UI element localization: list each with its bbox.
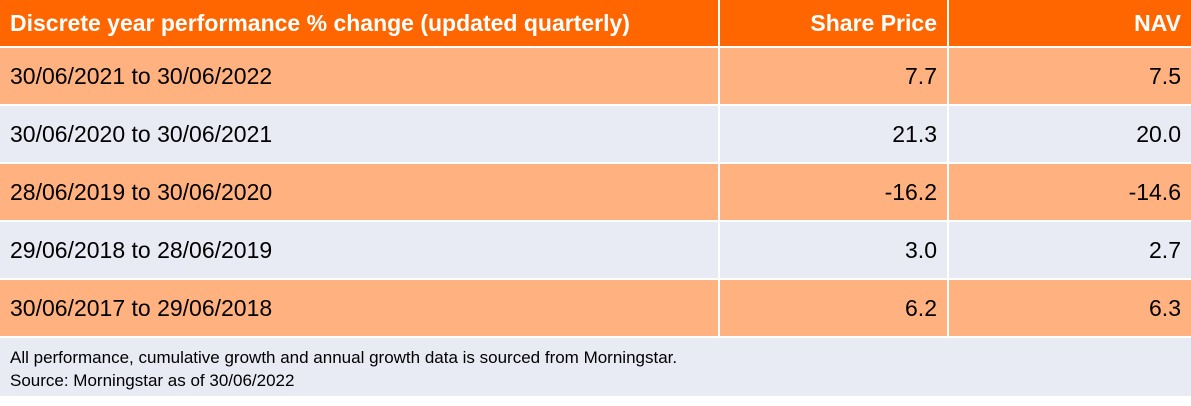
share-price-cell: 21.3 (719, 104, 949, 163)
period-cell: 30/06/2020 to 30/06/2021 (0, 104, 720, 163)
nav-cell: 2.7 (948, 220, 1191, 279)
nav-cell: 7.5 (948, 46, 1191, 105)
discrete-performance-table: Discrete year performance % change (upda… (0, 0, 1191, 336)
table-row: 30/06/2017 to 29/06/2018 6.2 6.3 (0, 278, 1191, 336)
share-price-cell: 6.2 (719, 278, 949, 336)
header-period: Discrete year performance % change (upda… (0, 0, 720, 47)
footnote-source: Source: Morningstar as of 30/06/2022 (10, 371, 295, 390)
table-row: 29/06/2018 to 28/06/2019 3.0 2.7 (0, 220, 1191, 279)
table-row: 28/06/2019 to 30/06/2020 -16.2 -14.6 (0, 162, 1191, 221)
period-cell: 29/06/2018 to 28/06/2019 (0, 220, 720, 279)
footnote-disclaimer: All performance, cumulative growth and a… (10, 348, 678, 367)
table-header-row: Discrete year performance % change (upda… (0, 0, 1191, 47)
share-price-cell: 7.7 (719, 46, 949, 105)
nav-cell: 6.3 (948, 278, 1191, 336)
header-nav: NAV (948, 0, 1191, 47)
nav-cell: 20.0 (948, 104, 1191, 163)
period-cell: 30/06/2017 to 29/06/2018 (0, 278, 720, 336)
period-cell: 28/06/2019 to 30/06/2020 (0, 162, 720, 221)
table-row: 30/06/2020 to 30/06/2021 21.3 20.0 (0, 104, 1191, 163)
share-price-cell: -16.2 (719, 162, 949, 221)
nav-cell: -14.6 (948, 162, 1191, 221)
table-row: 30/06/2021 to 30/06/2022 7.7 7.5 (0, 46, 1191, 105)
share-price-cell: 3.0 (719, 220, 949, 279)
period-cell: 30/06/2021 to 30/06/2022 (0, 46, 720, 105)
header-share-price: Share Price (719, 0, 949, 47)
source-footnote: All performance, cumulative growth and a… (0, 336, 1191, 396)
